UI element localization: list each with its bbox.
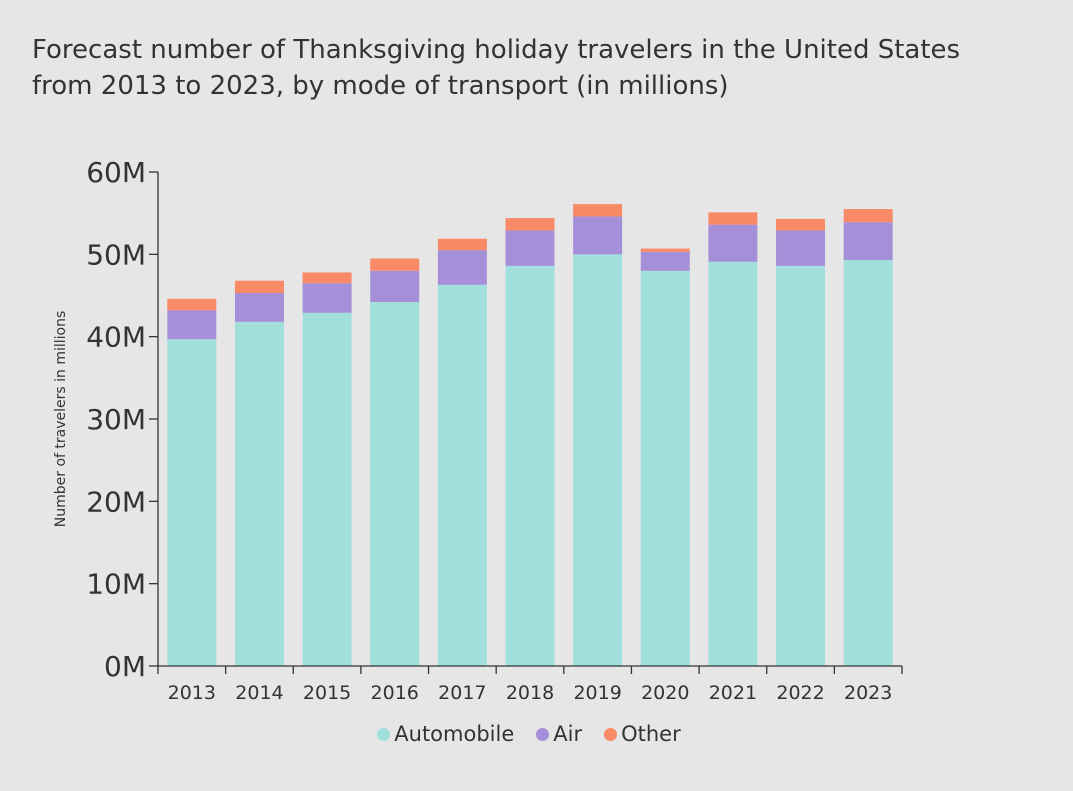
y-tick-label: 30M <box>86 403 146 436</box>
y-tick-label: 60M <box>86 156 146 189</box>
bar-air-2014 <box>234 293 284 322</box>
bar-air-2016 <box>370 270 420 303</box>
chart-title-line-1: Forecast number of Thanksgiving holiday … <box>32 35 961 65</box>
x-tick-label: 2022 <box>776 682 824 704</box>
x-tick-label: 2016 <box>371 682 419 704</box>
bar-air-2023 <box>843 222 893 261</box>
bar-other-2017 <box>437 238 487 251</box>
x-tick-label: 2019 <box>573 682 621 704</box>
x-tick-label: 2017 <box>438 682 486 704</box>
legend-label: Other <box>621 722 681 746</box>
y-tick-label: 40M <box>86 321 146 354</box>
bar-air-2013 <box>167 310 217 340</box>
y-axis-title: Number of travelers in millions <box>53 311 69 528</box>
bar-air-2017 <box>437 250 487 285</box>
bar-automobile-2019 <box>573 254 623 667</box>
x-tick-label: 2014 <box>235 682 283 704</box>
bar-other-2022 <box>776 218 826 231</box>
chart-legend: Automobile Air Other <box>0 722 1058 746</box>
x-tick-label: 2013 <box>168 682 216 704</box>
bar-air-2022 <box>776 230 826 266</box>
bar-automobile-2017 <box>437 284 487 666</box>
bar-other-2014 <box>234 280 284 294</box>
legend-swatch <box>377 727 391 741</box>
x-tick-label: 2023 <box>844 682 892 704</box>
bar-automobile-2015 <box>302 312 352 666</box>
bar-automobile-2023 <box>843 260 893 666</box>
bar-other-2019 <box>573 204 623 217</box>
bar-other-2018 <box>505 218 555 231</box>
y-tick-label: 0M <box>104 650 146 683</box>
y-tick-label: 10M <box>86 568 146 601</box>
bar-air-2018 <box>505 230 555 266</box>
chart-title-line-2: from 2013 to 2023, by mode of transport … <box>32 71 729 101</box>
x-tick-label: 2015 <box>303 682 351 704</box>
x-tick-label: 2021 <box>709 682 757 704</box>
legend-swatch <box>604 727 618 741</box>
bar-automobile-2013 <box>167 339 217 666</box>
legend-label: Automobile <box>394 722 515 746</box>
bar-air-2019 <box>573 216 623 255</box>
bar-automobile-2014 <box>234 321 284 666</box>
x-tick-label: 2020 <box>641 682 689 704</box>
legend-item-other: Other <box>604 722 681 746</box>
bar-automobile-2016 <box>370 302 420 666</box>
legend-item-automobile: Automobile <box>377 722 514 746</box>
legend-item-air: Air <box>536 722 582 746</box>
bar-other-2021 <box>708 212 758 225</box>
bar-automobile-2018 <box>505 265 555 666</box>
bar-automobile-2020 <box>640 270 690 666</box>
x-tick-label: 2018 <box>506 682 554 704</box>
bar-air-2021 <box>708 224 758 262</box>
legend-label: Air <box>553 722 583 746</box>
legend-swatch <box>536 727 550 741</box>
bar-other-2016 <box>370 258 420 271</box>
bar-air-2020 <box>640 251 690 271</box>
bar-automobile-2022 <box>776 265 826 666</box>
bar-automobile-2021 <box>708 261 758 666</box>
bar-air-2015 <box>302 283 352 313</box>
chart-title: Forecast number of Thanksgiving holiday … <box>32 32 1062 104</box>
bar-other-2013 <box>167 298 217 311</box>
bar-other-2015 <box>302 272 352 284</box>
bar-other-2020 <box>640 248 690 252</box>
y-tick-label: 50M <box>86 238 146 271</box>
bar-other-2023 <box>843 209 893 223</box>
y-tick-label: 20M <box>86 485 146 518</box>
